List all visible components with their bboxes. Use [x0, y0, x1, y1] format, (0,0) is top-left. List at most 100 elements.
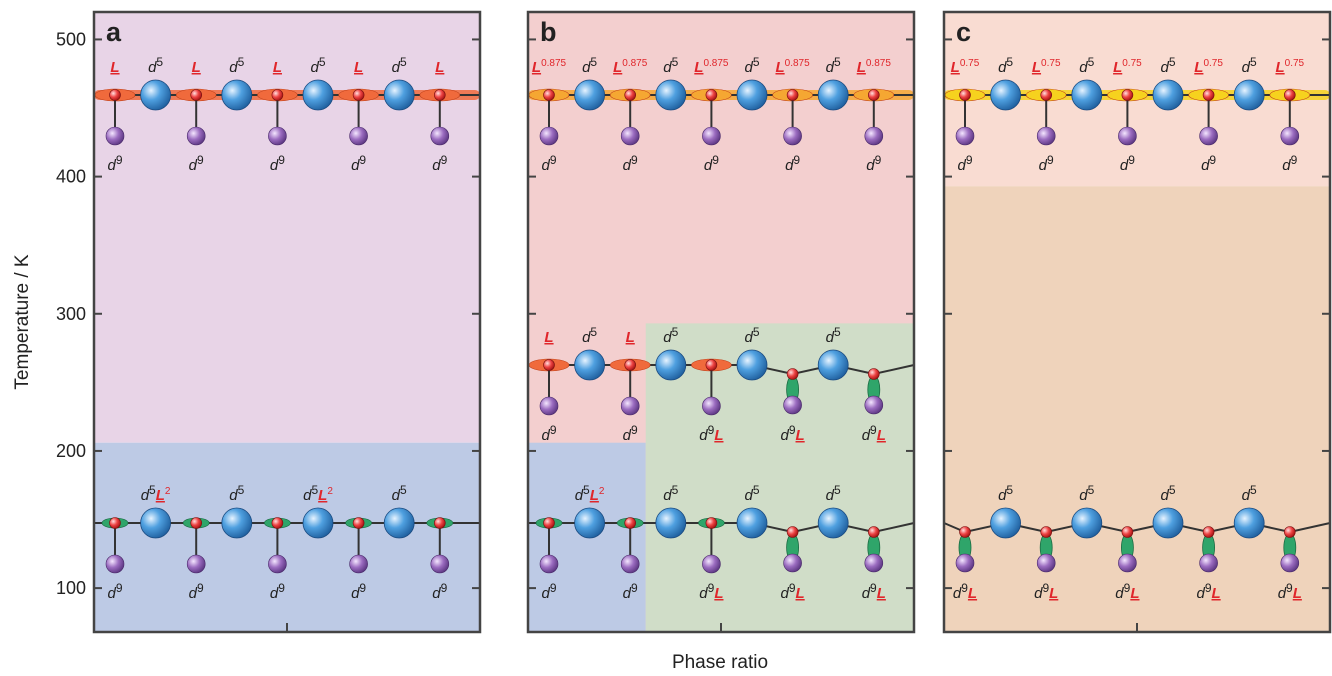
metal-atom: [302, 79, 334, 111]
orbital-symbol: d: [663, 487, 672, 504]
atom-label: d9L: [1278, 581, 1302, 602]
electron-count: 5: [672, 325, 679, 339]
ligand-hole: L: [613, 59, 622, 76]
electron-count: 5: [834, 55, 841, 69]
metal-atom: [736, 349, 768, 381]
hole-fraction: 0.875: [866, 58, 891, 69]
oxygen-atom: [705, 359, 718, 371]
ligand-hole: L: [1130, 585, 1139, 602]
electron-count: 9: [631, 423, 638, 437]
atom-label: d9L: [699, 423, 723, 444]
orbital-symbol: d: [744, 329, 753, 346]
ligand-hole: L: [544, 329, 553, 346]
atom-label: d5: [148, 55, 163, 76]
orbital-symbol: d: [432, 157, 441, 174]
electron-count: 5: [400, 55, 407, 69]
oxygen-atom: [1121, 526, 1134, 538]
atom-label: d5: [392, 483, 407, 504]
orbital-symbol: d: [1282, 157, 1291, 174]
oxygen-atom: [190, 517, 202, 529]
electron-count: 9: [197, 581, 204, 595]
orbital-symbol: d: [826, 329, 835, 346]
orbital-symbol: d: [826, 487, 835, 504]
oxygen-atom: [109, 89, 121, 101]
hole-fraction: 0.75: [960, 58, 980, 69]
metal-atom: [1071, 79, 1103, 111]
atom-label: d9: [541, 423, 556, 444]
atom-label: L0.875: [857, 58, 892, 76]
atom-label: d5: [310, 55, 325, 76]
atom-label: d5: [582, 55, 597, 76]
oxygen-atom: [543, 89, 555, 101]
atom-label: d9: [1120, 153, 1135, 174]
ligand-hole: L: [1194, 59, 1203, 76]
orbital-symbol: d: [1242, 59, 1251, 76]
orbital-symbol: d: [1196, 585, 1205, 602]
ligand-hole: L: [714, 585, 723, 602]
oxygen-atom: [786, 89, 799, 101]
electron-count: 9: [278, 581, 285, 595]
orbital-symbol: d: [744, 59, 753, 76]
cu-atom: [783, 395, 802, 415]
hole-fraction: 2: [599, 486, 605, 497]
electron-count: 9: [550, 153, 557, 167]
orbital-symbol: d: [826, 59, 835, 76]
atom-label: d9L: [780, 581, 804, 602]
electron-count: 5: [753, 483, 760, 497]
electron-count: 5: [319, 55, 326, 69]
metal-atom: [1152, 507, 1184, 539]
electron-count: 9: [789, 423, 796, 437]
electron-count: 5: [1006, 483, 1013, 497]
atom-label: d9: [541, 153, 556, 174]
atom-label: L0.75: [1275, 58, 1304, 76]
cu-atom: [702, 396, 721, 416]
cu-atom: [783, 126, 802, 146]
atom-label: d9: [957, 153, 972, 174]
oxygen-atom: [433, 517, 446, 529]
metal-atom: [817, 349, 849, 381]
electron-count: 9: [197, 153, 204, 167]
orbital-symbol: d: [1160, 487, 1169, 504]
ligand-hole: L: [877, 585, 886, 602]
oxygen-atom: [786, 526, 799, 538]
atom-label: d9: [623, 423, 638, 444]
metal-atom: [383, 507, 415, 539]
electron-count: 9: [793, 153, 800, 167]
oxygen-atom: [433, 89, 446, 101]
orbital-symbol: d: [623, 585, 632, 602]
orbital-symbol: d: [1242, 487, 1251, 504]
orbital-symbol: d: [351, 585, 360, 602]
electron-count: 5: [238, 55, 245, 69]
orbital-symbol: d: [1160, 59, 1169, 76]
electron-count: 9: [359, 581, 366, 595]
orbital-symbol: d: [1039, 157, 1048, 174]
cu-atom: [1118, 126, 1137, 146]
ligand-hole: L: [318, 487, 327, 504]
cu-atom: [349, 126, 368, 146]
orbital-symbol: d: [998, 487, 1007, 504]
cu-atom: [186, 126, 206, 146]
electron-count: 9: [870, 423, 877, 437]
cu-atom: [1280, 553, 1300, 573]
atom-label: L: [544, 329, 553, 346]
hole-fraction: 0.875: [785, 58, 810, 69]
metal-atom: [655, 79, 687, 111]
ligand-hole: L: [590, 487, 599, 504]
ligand-hole: L: [1275, 59, 1284, 76]
cu-atom: [349, 554, 368, 574]
hole-fraction: 0.875: [541, 58, 566, 69]
orbital-symbol: d: [957, 157, 966, 174]
ligand-hole: L: [532, 59, 541, 76]
metal-atom: [383, 79, 415, 111]
atom-label: L0.875: [694, 58, 729, 76]
orbital-symbol: d: [541, 427, 550, 444]
ligand-hole: L: [1032, 59, 1041, 76]
electron-count: 9: [708, 581, 715, 595]
cu-atom: [620, 396, 640, 416]
atom-label: d9: [785, 153, 800, 174]
electron-count: 9: [441, 581, 448, 595]
ligand-hole: L: [968, 585, 977, 602]
cu-atom: [1199, 126, 1218, 146]
cu-atom: [864, 126, 884, 146]
electron-count: 5: [753, 325, 760, 339]
